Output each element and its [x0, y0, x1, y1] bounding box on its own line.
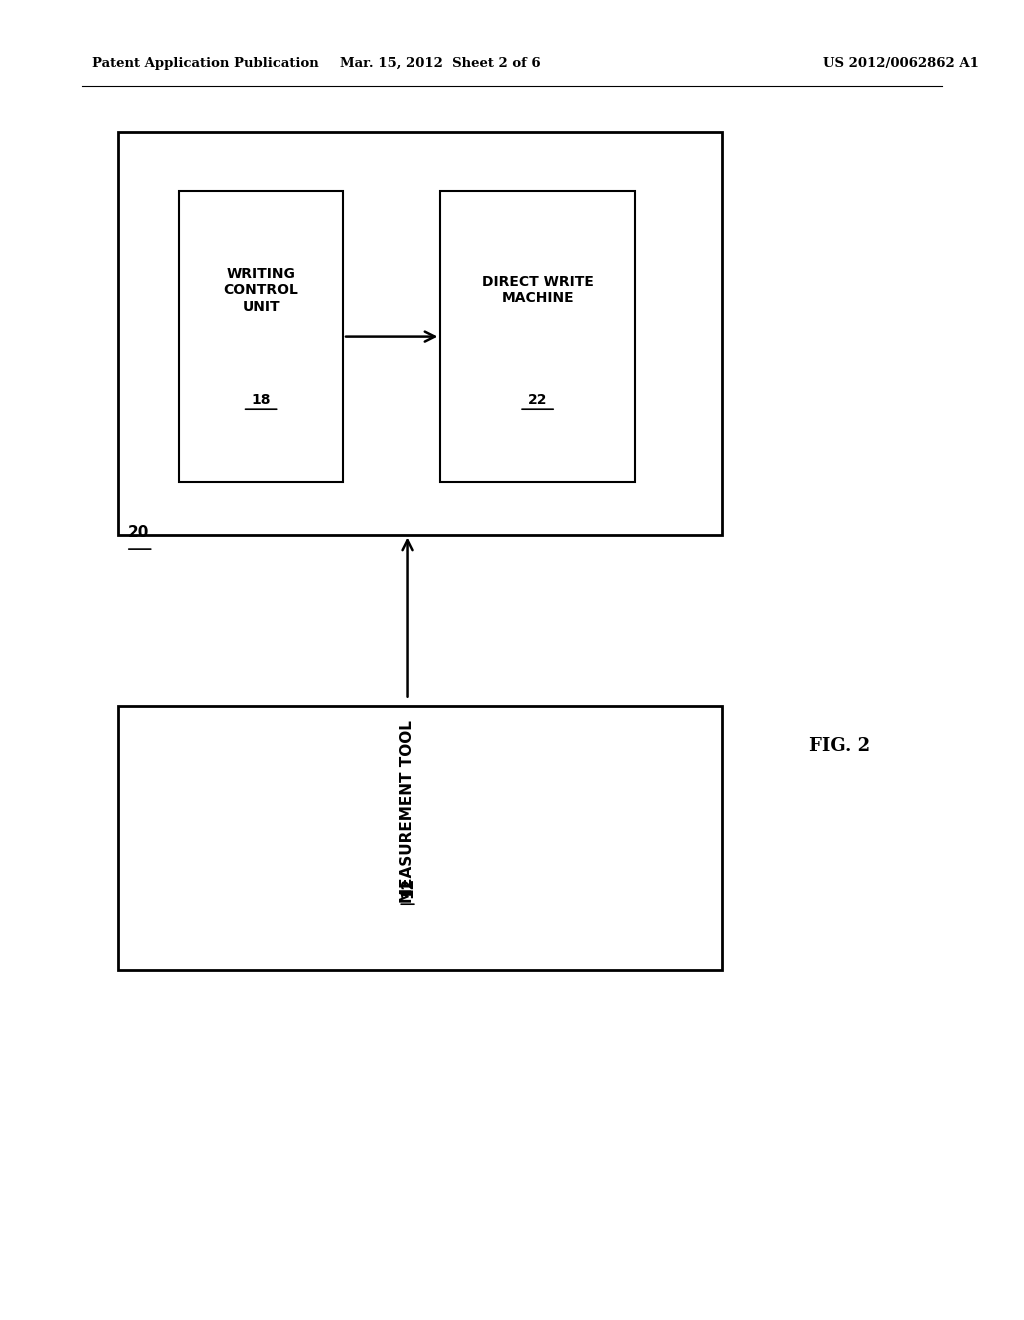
Text: DIRECT WRITE
MACHINE: DIRECT WRITE MACHINE: [481, 276, 594, 305]
FancyBboxPatch shape: [179, 191, 343, 482]
Text: Mar. 15, 2012  Sheet 2 of 6: Mar. 15, 2012 Sheet 2 of 6: [340, 57, 541, 70]
Text: FIG. 2: FIG. 2: [809, 737, 870, 755]
Text: MEASUREMENT TOOL: MEASUREMENT TOOL: [400, 721, 415, 903]
Text: WRITING
CONTROL
UNIT: WRITING CONTROL UNIT: [223, 267, 299, 314]
Text: Patent Application Publication: Patent Application Publication: [92, 57, 318, 70]
Text: 22: 22: [527, 393, 548, 407]
FancyBboxPatch shape: [118, 132, 722, 535]
Text: US 2012/0062862 A1: US 2012/0062862 A1: [823, 57, 979, 70]
FancyBboxPatch shape: [118, 706, 722, 970]
FancyBboxPatch shape: [440, 191, 635, 482]
Text: 20: 20: [128, 525, 150, 540]
Text: 12: 12: [400, 876, 415, 898]
Text: 18: 18: [251, 393, 271, 407]
